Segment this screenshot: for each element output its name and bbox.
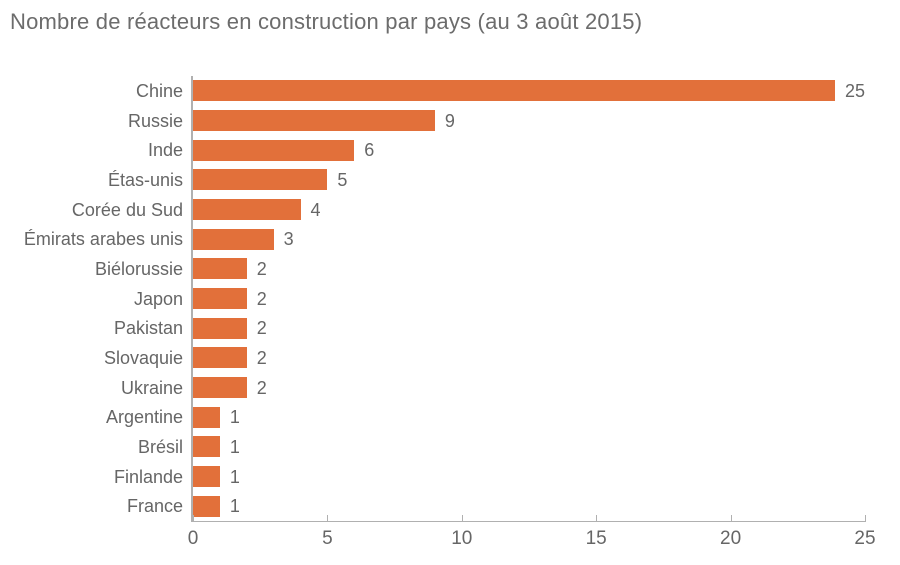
bar-chart: Chine 25 Russie 9 Inde 6 Étas-unis 5 Corée du Su… [24, 76, 876, 549]
value-label: 6 [364, 140, 375, 161]
x-axis-tick-label: 0 [187, 528, 199, 549]
bar [193, 406, 220, 428]
x-axis-tick-label: 15 [585, 528, 607, 549]
value-label: 2 [256, 347, 267, 368]
category-label: Russie [127, 110, 183, 131]
value-label: 1 [229, 436, 240, 457]
value-label: 5 [337, 169, 348, 190]
value-label: 9 [444, 110, 455, 131]
category-label: Pakistan [113, 318, 183, 339]
bar [193, 317, 247, 339]
bar-row: Russie 9 [128, 106, 865, 136]
bar-row: Slovaquie 2 [104, 343, 865, 373]
bar [193, 288, 247, 310]
bar-row: Émirats arabes unis 3 [24, 224, 865, 254]
value-label: 2 [256, 377, 267, 398]
bar-row: Étas-unis 5 [108, 165, 865, 195]
value-label: 2 [256, 318, 267, 339]
category-label: Ukraine [120, 377, 183, 398]
bar-row: Inde 6 [148, 135, 865, 165]
value-label: 3 [283, 229, 294, 250]
bar [193, 258, 247, 280]
x-axis-tick-mark [327, 515, 329, 521]
category-label: Biélorussie [94, 258, 183, 279]
category-label: Corée du Sud [71, 199, 183, 220]
x-axis-tick-mark [730, 515, 732, 521]
category-label: Slovaquie [103, 347, 183, 368]
bar-rows: Chine 25 Russie 9 Inde 6 Étas-unis 5 Corée du Su… [24, 76, 865, 521]
value-label: 25 [844, 80, 865, 101]
bar-row: Chine 25 [136, 76, 865, 106]
category-label: Brésil [137, 436, 183, 457]
value-label: 1 [229, 407, 240, 428]
bar-row: Finlande 1 [114, 462, 865, 492]
x-axis-tick-mark [865, 515, 866, 521]
bar [193, 377, 247, 399]
bar-row: Biélorussie 2 [95, 254, 865, 284]
category-label: Argentine [105, 407, 183, 428]
category-label: France [126, 496, 183, 517]
x-axis-tick-label: 25 [854, 528, 876, 549]
bar [193, 466, 220, 488]
bar [193, 110, 435, 131]
bar [193, 495, 220, 517]
x-axis-line [191, 521, 866, 522]
x-axis-tick-label: 5 [322, 528, 333, 549]
x-axis-tick-label: 10 [451, 528, 473, 549]
x-axis-tick-mark [193, 515, 194, 521]
bar [193, 169, 328, 191]
chart-title: Nombre de réacteurs en construction par … [10, 9, 643, 34]
category-label: Japon [133, 288, 183, 309]
bar [193, 199, 301, 221]
bar-row: Ukraine 2 [121, 373, 865, 403]
y-axis-line [191, 76, 193, 522]
bar-row: Pakistan 2 [114, 313, 865, 343]
x-axis-tick-mark [596, 515, 598, 521]
bar-row: Japon 2 [134, 284, 865, 314]
category-label: Inde [147, 140, 183, 161]
value-label: 1 [229, 466, 240, 487]
bar [193, 139, 355, 161]
bar-row: Argentine 1 [106, 402, 865, 432]
x-axis-tick-mark [461, 515, 463, 521]
bar [193, 228, 274, 250]
category-label: Étas-unis [107, 169, 183, 190]
value-label: 2 [256, 288, 267, 309]
x-axis-tick-label: 20 [720, 528, 742, 549]
bar [193, 436, 220, 458]
bar-row: France 1 [127, 491, 865, 521]
value-label: 2 [256, 258, 267, 279]
category-label: Finlande [113, 466, 183, 487]
bar-row: Brésil 1 [138, 432, 865, 462]
value-label: 1 [229, 496, 240, 517]
value-label: 4 [310, 199, 321, 220]
bar [193, 80, 835, 102]
bar [193, 347, 247, 369]
bar-row: Corée du Sud 4 [72, 195, 865, 225]
x-axis-ticks: 0 5 10 15 20 25 [188, 515, 876, 561]
category-label: Chine [135, 80, 183, 101]
category-label: Émirats arabes unis [23, 229, 183, 250]
